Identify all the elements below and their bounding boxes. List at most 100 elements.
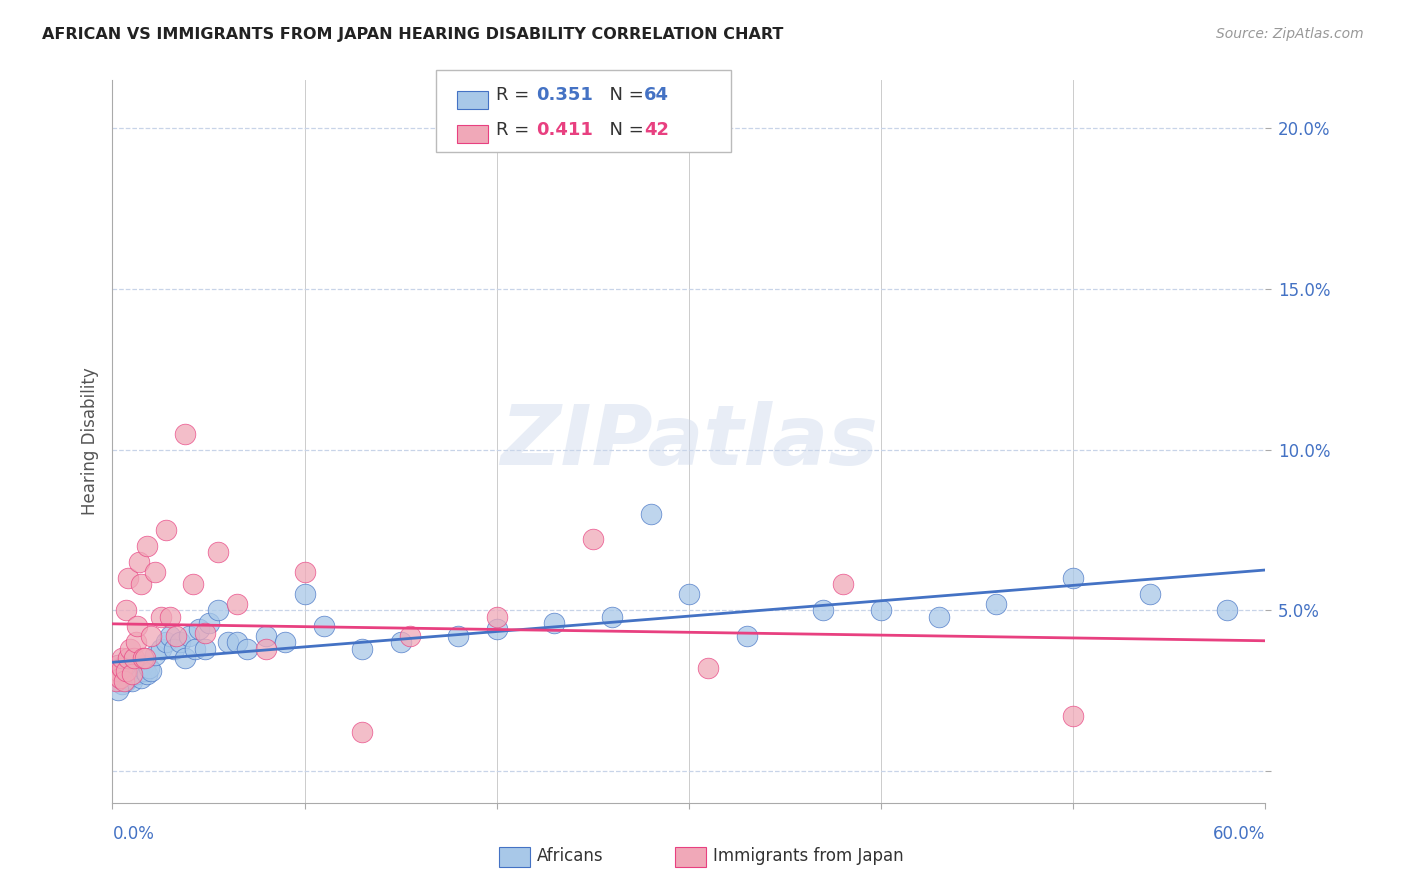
Point: [169, 635, 191, 649]
Point: [352, 641, 374, 656]
Point: [112, 667, 135, 681]
Point: [115, 664, 138, 678]
Point: [447, 629, 470, 643]
Point: [352, 725, 374, 739]
Point: [194, 641, 217, 656]
Point: [134, 651, 156, 665]
Point: [139, 664, 162, 678]
Point: [111, 651, 134, 665]
Point: [103, 667, 125, 681]
Text: ZIPatlas: ZIPatlas: [501, 401, 877, 482]
Point: [389, 635, 412, 649]
Text: AFRICAN VS IMMIGRANTS FROM JAPAN HEARING DISABILITY CORRELATION CHART: AFRICAN VS IMMIGRANTS FROM JAPAN HEARING…: [42, 27, 783, 42]
Point: [121, 673, 143, 688]
Point: [121, 667, 143, 681]
Point: [132, 657, 155, 672]
Point: [138, 661, 160, 675]
Text: 0.351: 0.351: [536, 87, 592, 104]
Text: N =: N =: [598, 87, 650, 104]
Point: [312, 619, 335, 633]
Point: [107, 673, 129, 688]
Point: [149, 609, 172, 624]
Point: [118, 667, 141, 681]
Y-axis label: Hearing Disability: Hearing Disability: [80, 368, 98, 516]
Point: [107, 664, 129, 678]
Point: [159, 609, 181, 624]
Point: [236, 641, 259, 656]
Point: [143, 648, 166, 662]
Point: [184, 641, 207, 656]
Point: [207, 545, 229, 559]
Point: [128, 661, 150, 675]
Point: [129, 577, 153, 591]
Text: Source: ZipAtlas.com: Source: ZipAtlas.com: [1216, 27, 1364, 41]
Point: [1139, 587, 1161, 601]
Point: [107, 683, 129, 698]
Point: [112, 673, 135, 688]
Point: [117, 571, 139, 585]
Text: 60.0%: 60.0%: [1213, 825, 1265, 843]
Point: [117, 651, 139, 665]
Text: R =: R =: [496, 87, 536, 104]
Point: [928, 609, 950, 624]
Text: R =: R =: [496, 120, 536, 138]
Point: [1216, 603, 1239, 617]
Point: [226, 635, 249, 649]
Point: [217, 635, 239, 649]
Point: [117, 664, 139, 678]
Point: [1062, 571, 1084, 585]
Point: [163, 641, 186, 656]
Point: [127, 667, 149, 681]
Point: [136, 667, 159, 681]
Text: 64: 64: [644, 87, 669, 104]
Point: [294, 565, 316, 579]
Point: [105, 673, 128, 688]
Point: [600, 609, 623, 624]
Point: [485, 609, 508, 624]
Point: [122, 657, 145, 672]
Point: [107, 657, 129, 672]
Point: [112, 657, 135, 672]
Point: [831, 577, 853, 591]
Point: [129, 671, 153, 685]
Point: [194, 625, 217, 640]
Point: [254, 629, 277, 643]
Point: [159, 629, 181, 643]
Point: [813, 603, 835, 617]
Text: N =: N =: [598, 120, 650, 138]
Point: [115, 603, 138, 617]
Point: [226, 597, 249, 611]
Point: [181, 577, 204, 591]
Point: [127, 619, 149, 633]
Text: 0.411: 0.411: [536, 120, 592, 138]
Point: [122, 651, 145, 665]
Point: [115, 673, 138, 688]
Point: [105, 664, 128, 678]
Point: [108, 661, 131, 675]
Point: [136, 539, 159, 553]
Point: [124, 635, 146, 649]
Point: [111, 677, 134, 691]
Point: [115, 661, 138, 675]
Point: [294, 587, 316, 601]
Point: [132, 651, 155, 665]
Point: [986, 597, 1008, 611]
Point: [117, 671, 139, 685]
Point: [697, 661, 720, 675]
Point: [118, 655, 141, 669]
Point: [149, 641, 172, 656]
Point: [870, 603, 893, 617]
Point: [134, 664, 156, 678]
Point: [188, 623, 211, 637]
Point: [108, 671, 131, 685]
Point: [155, 523, 177, 537]
Point: [128, 555, 150, 569]
Point: [155, 635, 177, 649]
Point: [143, 565, 166, 579]
Point: [165, 629, 187, 643]
Point: [274, 635, 297, 649]
Point: [640, 507, 662, 521]
Text: Africans: Africans: [537, 847, 603, 865]
Point: [111, 664, 134, 678]
Point: [108, 671, 131, 685]
